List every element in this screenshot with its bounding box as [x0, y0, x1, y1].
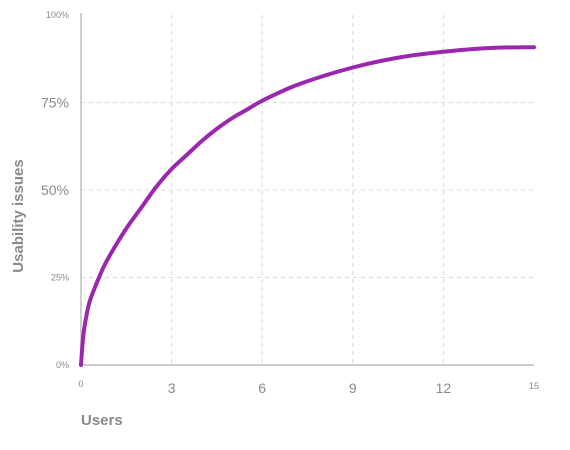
tick-labels: 0 3 6 9 12 15 0% 25% 50% 75% 100%: [41, 10, 539, 396]
y-tick-label: 75%: [41, 95, 69, 111]
series-layer: [79, 45, 536, 367]
x-tick-label: 0: [78, 379, 83, 389]
x-tick-label: 12: [436, 380, 452, 396]
y-tick-label: 0%: [56, 360, 69, 370]
x-tick-label: 3: [168, 380, 176, 396]
series-line: [79, 45, 536, 367]
x-tick-label: 6: [258, 380, 266, 396]
y-tick-label: 25%: [51, 273, 69, 283]
y-axis-title: Usability issues: [10, 159, 27, 272]
y-tick-label: 50%: [41, 182, 69, 198]
grid-lines: [81, 15, 534, 365]
axes: [80, 13, 534, 366]
y-tick-label: 100%: [46, 10, 69, 20]
x-tick-label: 15: [529, 381, 539, 391]
x-axis-title: Users: [81, 412, 123, 429]
x-tick-label: 9: [349, 380, 357, 396]
